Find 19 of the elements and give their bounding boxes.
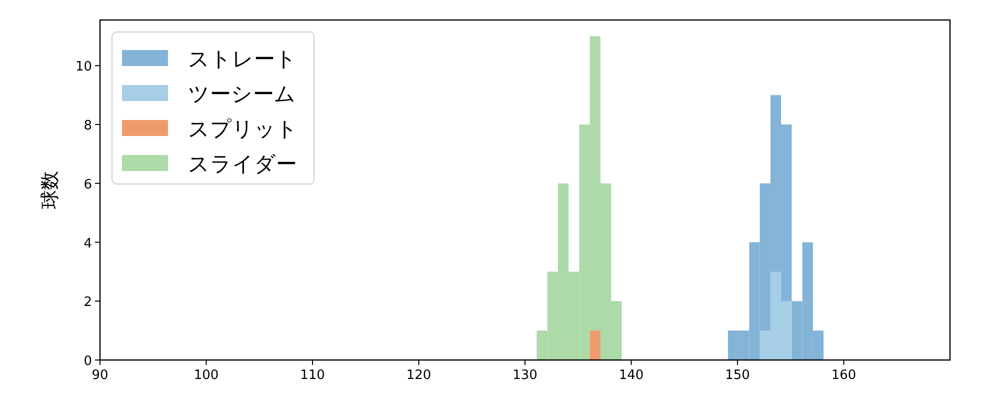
x-tick-label: 90	[92, 368, 108, 383]
legend-label: スプリット	[188, 117, 298, 141]
y-tick-label: 6	[84, 177, 92, 192]
y-tick-label: 2	[84, 295, 92, 310]
y-axis-title: 球数	[39, 171, 61, 209]
x-tick-label: 130	[512, 368, 538, 383]
legend-label: スライダー	[188, 152, 297, 176]
y-tick-label: 4	[84, 236, 92, 252]
legend-label: ツーシーム	[188, 82, 296, 106]
x-tick-label: 140	[618, 368, 644, 383]
y-tick-label: 10	[75, 60, 92, 75]
x-tick-label: 160	[831, 368, 856, 383]
x-tick-label: 100	[194, 368, 219, 383]
x-tick-label: 150	[725, 368, 750, 383]
legend-label: ストレート	[188, 47, 297, 71]
x-tick-label: 120	[406, 368, 432, 383]
x-tick-label: 110	[300, 368, 325, 383]
y-tick-label: 8	[84, 118, 92, 134]
y-tick-label: 0	[84, 354, 92, 369]
